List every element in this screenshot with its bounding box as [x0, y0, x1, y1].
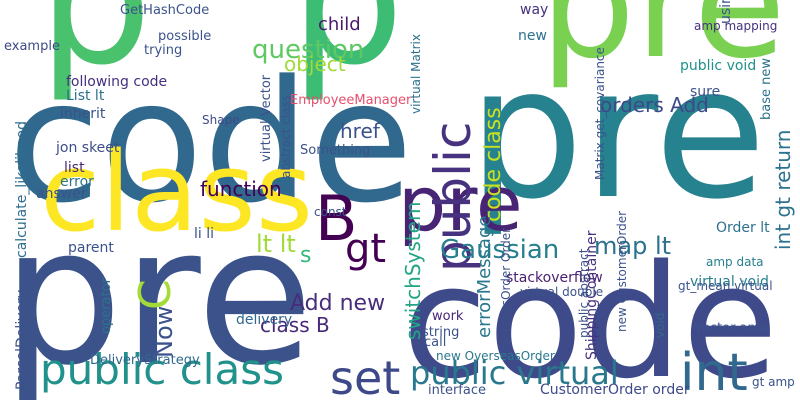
- word: work: [432, 309, 464, 324]
- word: map lt: [594, 232, 671, 260]
- word: List lt: [66, 88, 105, 104]
- word: trying: [144, 43, 182, 58]
- word: sure: [690, 84, 720, 100]
- word: class: [40, 128, 313, 256]
- word: amp data: [706, 255, 764, 269]
- word: gt: [345, 226, 386, 272]
- word: Shape: [202, 113, 240, 127]
- word: C: [130, 279, 181, 310]
- word: child: [318, 14, 361, 35]
- word: gt amp: [752, 375, 795, 389]
- word: const: [314, 205, 347, 219]
- word: OverseasOrder Order: [499, 228, 513, 356]
- word: delivery: [236, 312, 292, 328]
- word: way: [520, 2, 548, 18]
- word: int: [680, 343, 748, 400]
- word: gt_mean virtual: [678, 279, 773, 293]
- word: class B: [260, 313, 330, 337]
- word: EmployeeManager: [290, 93, 412, 108]
- word: virtual Matrix: [409, 34, 423, 114]
- word: stackoverflow: [506, 270, 603, 286]
- word: base new: [759, 58, 774, 120]
- word: amp mapping: [694, 19, 777, 33]
- word: pre: [398, 159, 523, 248]
- word: interface: [428, 383, 486, 398]
- word: set: [330, 351, 400, 400]
- word: errorMessage: [474, 216, 495, 338]
- word: new OverseasOrder: [436, 349, 555, 363]
- word: Matrix get_covariance: [593, 47, 607, 180]
- word: pre: [540, 0, 786, 92]
- word: inherit: [60, 106, 106, 122]
- word: error: [60, 174, 94, 190]
- word: pre: [2, 186, 313, 400]
- word: list: [64, 160, 85, 176]
- word: lt lt: [256, 230, 296, 258]
- word: Vector amp: [694, 321, 768, 336]
- word: string: [422, 325, 459, 340]
- word: CustomerOrder order: [540, 382, 690, 398]
- word: void: [653, 313, 667, 338]
- word: question: [252, 35, 364, 65]
- word: code class: [481, 107, 506, 222]
- word: virtual double: [520, 285, 603, 299]
- word: Add new: [290, 291, 385, 316]
- word: s: [300, 243, 311, 268]
- word: code: [8, 44, 413, 240]
- word: function: [200, 177, 282, 201]
- word: int gt return: [771, 130, 795, 250]
- word: Gaussian: [440, 235, 559, 265]
- word: possible: [158, 29, 211, 44]
- word: pre: [468, 27, 766, 239]
- word: new: [518, 28, 547, 44]
- word: following code: [66, 74, 167, 90]
- word: p: [38, 0, 152, 105]
- word: public abstract: [577, 248, 591, 338]
- word: B: [315, 182, 358, 255]
- word: new CustomerOrder: [615, 211, 629, 332]
- word: operator: [99, 277, 114, 334]
- word: ParcelDelivery: [14, 290, 30, 390]
- word: call: [424, 335, 446, 350]
- word: public class: [40, 345, 284, 394]
- word: example: [4, 39, 60, 54]
- word: answer: [36, 186, 87, 202]
- word: abstract class: [279, 95, 293, 178]
- word: DeliveryStrategy: [90, 353, 200, 368]
- word: jon skeet: [55, 140, 120, 156]
- word: public: [424, 122, 482, 272]
- word: object: [284, 52, 346, 76]
- word: Now: [150, 306, 178, 358]
- word: li li: [194, 226, 214, 242]
- word: public virtual: [410, 354, 619, 392]
- word: href: [340, 119, 381, 143]
- word: p: [290, 0, 404, 105]
- word: code: [402, 231, 778, 400]
- word: Something: [300, 143, 370, 158]
- word: ShippingContainer: [584, 230, 600, 360]
- word: using: [718, 0, 734, 24]
- word: GetHashCode: [120, 3, 209, 18]
- word: parent: [68, 240, 114, 256]
- word: calculate_likelihood: [14, 121, 30, 258]
- word: public void: [680, 58, 756, 74]
- word: switchSystem: [401, 202, 425, 340]
- word: virtual void: [690, 274, 769, 290]
- word: Order lt: [716, 220, 770, 236]
- word: orders Add: [600, 93, 709, 117]
- word: virtual Vector: [259, 74, 274, 162]
